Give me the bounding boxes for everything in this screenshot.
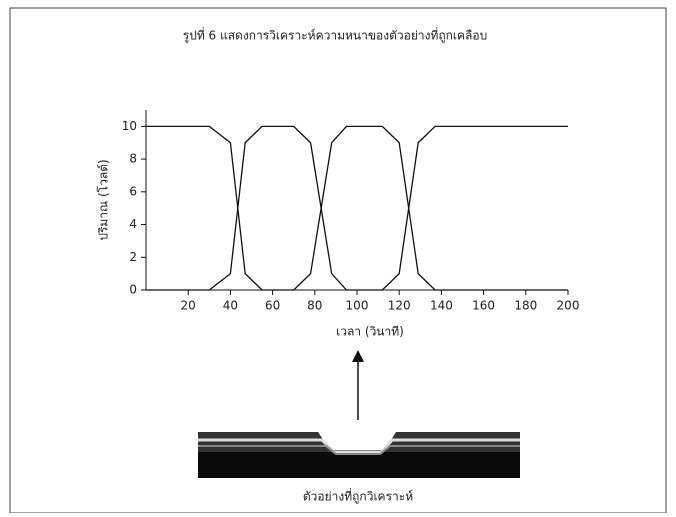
- x-tick-label: 60: [265, 299, 280, 313]
- chart-title: รูปที่ 6 แสดงการวิเคราะห์ความหนาของตัวอย…: [183, 27, 487, 44]
- y-tick-label: 8: [129, 152, 137, 166]
- y-tick-label: 0: [129, 283, 137, 297]
- x-tick-label: 40: [223, 299, 238, 313]
- x-tick-label: 200: [557, 299, 580, 313]
- line: [146, 125, 568, 291]
- x-tick-label: 140: [430, 299, 453, 313]
- y-tick-label: 10: [122, 119, 137, 133]
- caption: ตัวอย่างที่ถูกวิเคราะห์: [303, 488, 413, 505]
- x-tick-label: 80: [307, 299, 322, 313]
- x-tick-label: 100: [346, 299, 369, 313]
- y-tick-label: 4: [129, 217, 137, 231]
- y-tick-label: 2: [129, 250, 137, 264]
- y-tick-label: 6: [129, 184, 137, 198]
- x-tick-label: 180: [514, 299, 537, 313]
- x-axis-label: เวลา (วินาที): [336, 325, 404, 339]
- x-tick-label: 20: [181, 299, 196, 313]
- sample: [198, 432, 520, 478]
- y-axis-label: ปริมาณ (โวลต์): [97, 159, 111, 240]
- frame: [9, 7, 667, 514]
- x-tick-label: 160: [472, 299, 495, 313]
- arrow-head: [352, 350, 364, 362]
- x-tick-label: 120: [388, 299, 411, 313]
